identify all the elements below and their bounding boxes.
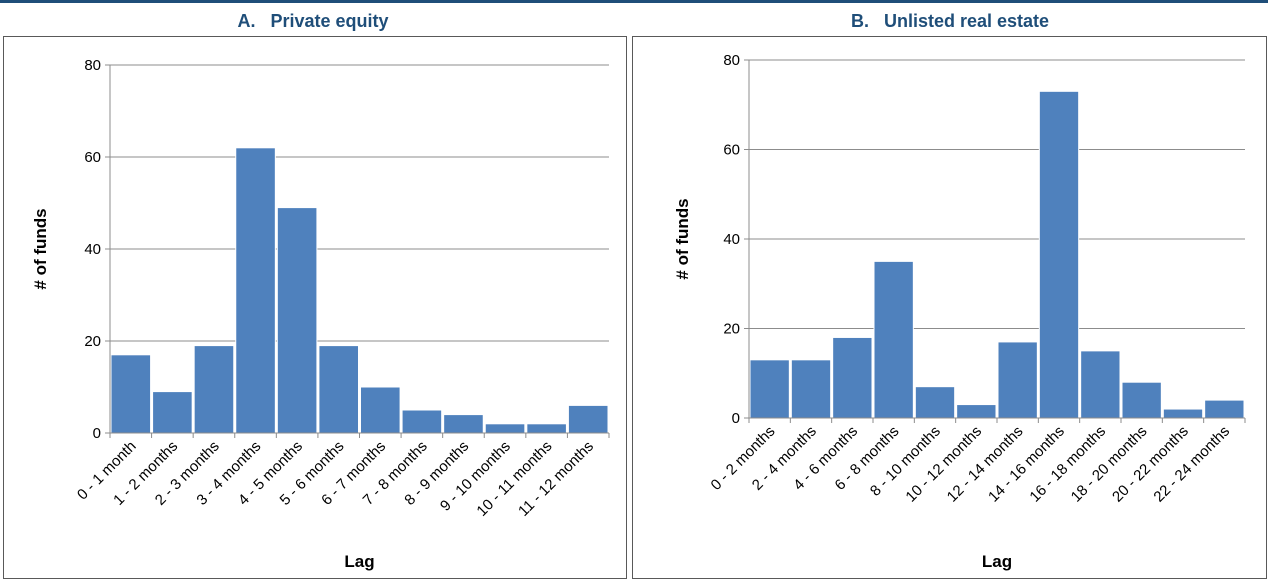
y-tick-label: 0 — [732, 410, 740, 427]
y-tick-label: 60 — [723, 142, 740, 159]
bar — [1080, 350, 1121, 419]
bar — [1204, 399, 1245, 419]
bar — [832, 336, 873, 419]
top-rule — [0, 0, 1268, 3]
bar — [401, 409, 443, 434]
bar — [526, 423, 567, 434]
bar — [956, 404, 997, 419]
bar — [1038, 90, 1080, 419]
x-axis-title: Lag — [344, 552, 374, 571]
x-tick-label: 22 - 24 months — [1150, 423, 1233, 506]
bar — [997, 341, 1038, 419]
y-tick-label: 80 — [723, 52, 740, 69]
bar — [790, 359, 832, 419]
panel-b-title: B. Unlisted real estate — [850, 11, 1050, 31]
y-tick-label: 0 — [93, 425, 101, 442]
bar — [235, 147, 276, 434]
y-tick-label: 60 — [84, 149, 101, 166]
y-tick-label: 40 — [723, 231, 740, 248]
bar — [193, 345, 235, 434]
chart-panel-private-equity: 0 20 40 60 80 0 - 1 month 1 - 2 months 2 - 3 mo… — [3, 36, 627, 579]
bar — [484, 423, 526, 434]
bar — [443, 414, 484, 434]
chart-panel-unlisted-real-estate: 0 20 40 60 80 0 - 2 months 2 - 4 months 4 - 6 m… — [632, 36, 1267, 579]
y-axis-title: # of funds — [673, 198, 692, 279]
bar — [1121, 381, 1162, 419]
bar — [749, 359, 790, 419]
x-tick-label: 11 - 12 months — [515, 438, 597, 520]
y-axis-title: # of funds — [31, 208, 50, 289]
bar — [110, 354, 152, 434]
y-tick-label: 20 — [723, 321, 740, 338]
bar — [873, 260, 914, 419]
bar — [360, 386, 401, 434]
y-tick-label: 20 — [84, 333, 101, 350]
y-tick-label: 40 — [84, 241, 101, 258]
bar — [152, 391, 193, 434]
bar — [276, 207, 318, 434]
y-tick-label: 80 — [84, 57, 101, 74]
x-axis-title: Lag — [982, 552, 1012, 571]
bar — [567, 404, 609, 434]
panel-a-title: A. Private equity — [237, 11, 389, 31]
bar — [914, 386, 956, 419]
bar — [1162, 408, 1204, 419]
bar — [318, 345, 359, 434]
